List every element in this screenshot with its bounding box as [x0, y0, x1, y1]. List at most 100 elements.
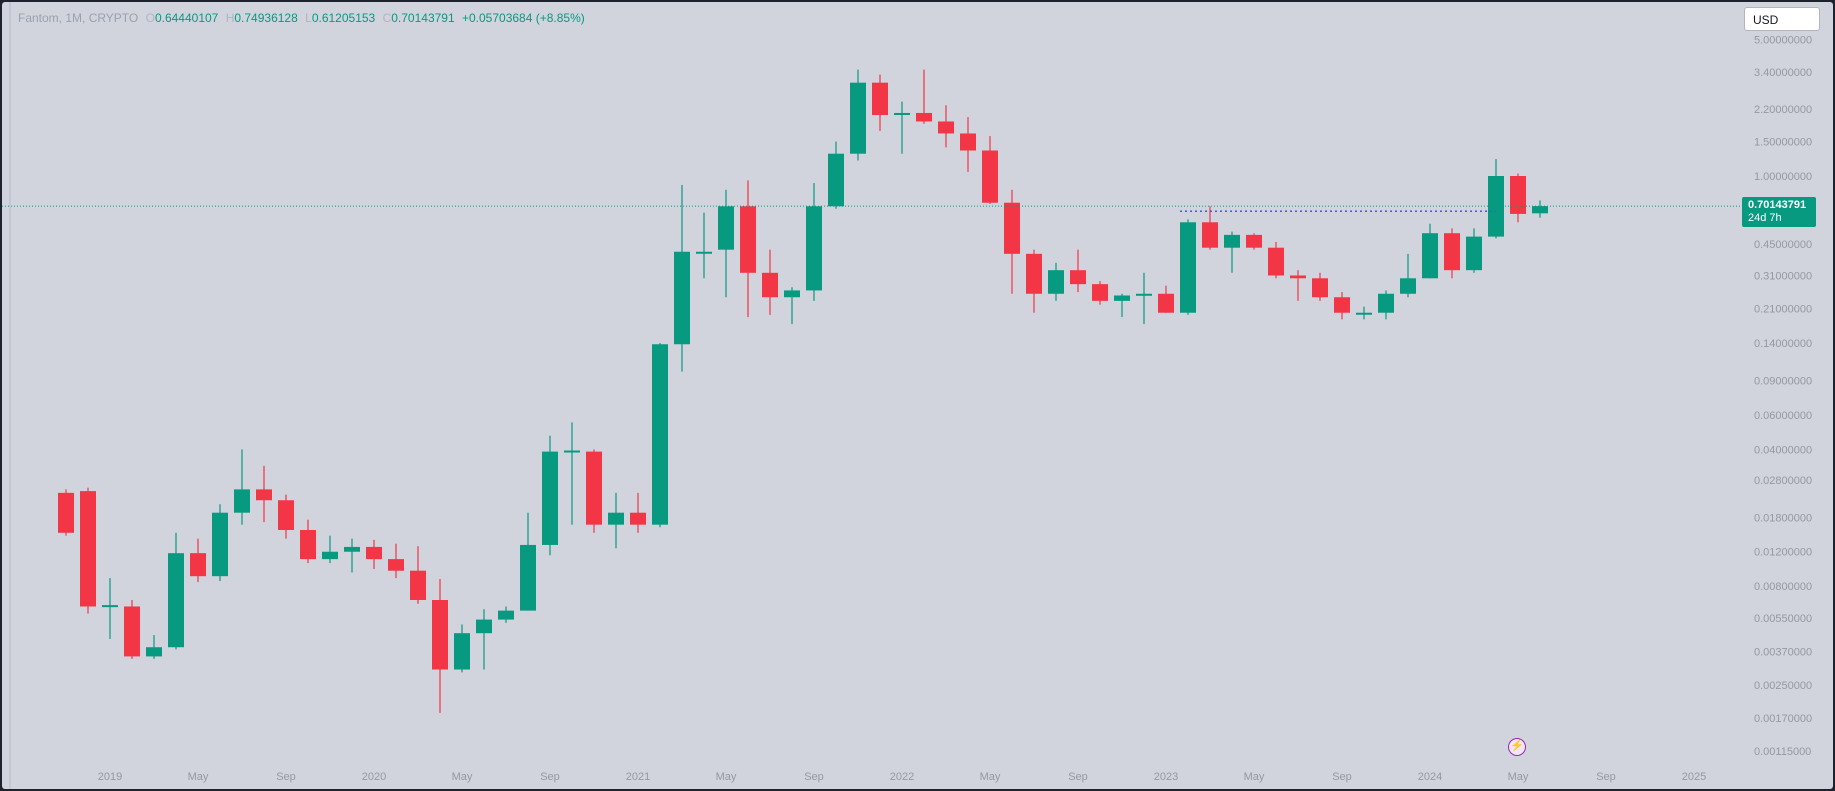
y-tick-label: 0.09000000: [1754, 376, 1812, 388]
lightning-icon[interactable]: ⚡: [1508, 738, 1526, 756]
y-tick-label: 0.00550000: [1754, 613, 1812, 625]
candle-2020-02[interactable]: [388, 543, 404, 579]
candle-2023-01[interactable]: [1158, 285, 1174, 313]
candle-2019-04[interactable]: [168, 532, 184, 650]
candle-body: [476, 619, 492, 634]
candle-2019-06[interactable]: [212, 504, 228, 582]
candle-2020-08[interactable]: [520, 512, 536, 611]
candle-2020-11[interactable]: [586, 449, 602, 533]
candle-2019-12[interactable]: [344, 538, 360, 573]
x-tick-label: 2021: [626, 771, 650, 783]
candle-2023-05[interactable]: [1246, 233, 1262, 250]
candle-2020-12[interactable]: [608, 492, 624, 549]
candle-2019-07[interactable]: [234, 449, 250, 525]
candle-2019-03[interactable]: [146, 635, 162, 659]
candle-2018-12[interactable]: [80, 487, 96, 614]
candle-2024-02[interactable]: [1444, 228, 1460, 279]
candle-2021-09[interactable]: [806, 183, 822, 301]
candle-2019-08[interactable]: [256, 465, 272, 523]
candle-body: [1466, 236, 1482, 271]
candle-2020-05[interactable]: [454, 624, 470, 673]
candle-2020-01[interactable]: [366, 539, 382, 569]
candle-2019-02[interactable]: [124, 599, 140, 659]
candle-2021-02[interactable]: [652, 343, 668, 528]
candle-2019-10[interactable]: [300, 519, 316, 564]
candle-2024-04[interactable]: [1488, 159, 1504, 239]
x-tick-label: Sep: [1332, 771, 1352, 783]
candle-2021-06[interactable]: [740, 180, 756, 318]
candle-2024-01[interactable]: [1422, 223, 1438, 279]
candle-2024-05[interactable]: [1510, 173, 1526, 223]
candle-2023-02[interactable]: [1180, 219, 1196, 315]
candle-2021-05[interactable]: [718, 189, 734, 298]
candle-2023-03[interactable]: [1202, 206, 1218, 250]
candle-2019-09[interactable]: [278, 494, 294, 539]
candle-2023-04[interactable]: [1224, 231, 1240, 273]
candle-body: [278, 500, 294, 530]
candle-body: [542, 451, 558, 545]
candle-2021-10[interactable]: [828, 141, 844, 209]
candle-2023-06[interactable]: [1268, 241, 1284, 279]
candle-2022-12[interactable]: [1136, 272, 1152, 325]
candle-2022-10[interactable]: [1092, 281, 1108, 305]
y-tick-label: 1.50000000: [1754, 137, 1812, 149]
candle-body: [124, 606, 140, 657]
candle-2020-03[interactable]: [410, 546, 426, 604]
candle-2021-12[interactable]: [872, 74, 888, 131]
candle-2021-03[interactable]: [674, 184, 690, 372]
candle-body: [806, 206, 822, 291]
candle-2023-10[interactable]: [1356, 306, 1372, 320]
candle-body: [58, 492, 74, 533]
candle-body: [1400, 278, 1416, 294]
candle-2019-11[interactable]: [322, 535, 338, 564]
currency-selector-button[interactable]: USD: [1744, 7, 1820, 31]
candle-2021-11[interactable]: [850, 69, 866, 161]
high-label: H: [225, 11, 235, 25]
candle-2018-11[interactable]: [58, 489, 74, 536]
candle-2020-07[interactable]: [498, 606, 514, 623]
open-value: 0.64440107: [154, 11, 219, 25]
candle-2019-05[interactable]: [190, 538, 206, 583]
candle-body: [1422, 233, 1438, 279]
candle-2020-04[interactable]: [432, 579, 448, 713]
candle-2022-08[interactable]: [1048, 262, 1064, 301]
candle-2022-09[interactable]: [1070, 249, 1086, 293]
candle-2021-08[interactable]: [784, 287, 800, 325]
candle-2024-06[interactable]: [1532, 200, 1548, 218]
candle-2022-07[interactable]: [1026, 249, 1042, 313]
candle-2022-01[interactable]: [894, 101, 910, 154]
candle-body: [1048, 270, 1064, 294]
candle-body: [256, 489, 272, 501]
candle-2020-09[interactable]: [542, 435, 558, 556]
candle-2023-12[interactable]: [1400, 253, 1416, 298]
candle-2022-05[interactable]: [982, 136, 998, 204]
candle-body: [1510, 176, 1526, 214]
candle-body: [608, 512, 624, 525]
x-tick-label: Sep: [276, 771, 296, 783]
candle-2019-01[interactable]: [102, 578, 118, 639]
candle-2022-02[interactable]: [916, 69, 932, 124]
candle-2020-10[interactable]: [564, 422, 580, 525]
candle-2021-04[interactable]: [696, 212, 712, 279]
candle-body: [960, 133, 976, 151]
candle-2022-04[interactable]: [960, 117, 976, 172]
x-tick-label: May: [716, 771, 737, 783]
candle-body: [630, 512, 646, 525]
candle-body: [190, 553, 206, 577]
candle-2022-03[interactable]: [938, 105, 954, 148]
candle-2023-09[interactable]: [1334, 292, 1350, 320]
candle-2021-07[interactable]: [762, 249, 778, 315]
candle-2022-11[interactable]: [1114, 293, 1130, 318]
x-tick-label: May: [1508, 771, 1529, 783]
candle-2024-03[interactable]: [1466, 228, 1482, 273]
y-tick-label: 2.20000000: [1754, 104, 1812, 116]
candle-2021-01[interactable]: [630, 492, 646, 533]
candle-body: [1070, 270, 1086, 285]
candle-2020-06[interactable]: [476, 609, 492, 670]
candle-2023-08[interactable]: [1312, 272, 1328, 301]
candle-2023-11[interactable]: [1378, 290, 1394, 320]
candle-2023-07[interactable]: [1290, 270, 1306, 301]
candle-2022-06[interactable]: [1004, 189, 1020, 294]
